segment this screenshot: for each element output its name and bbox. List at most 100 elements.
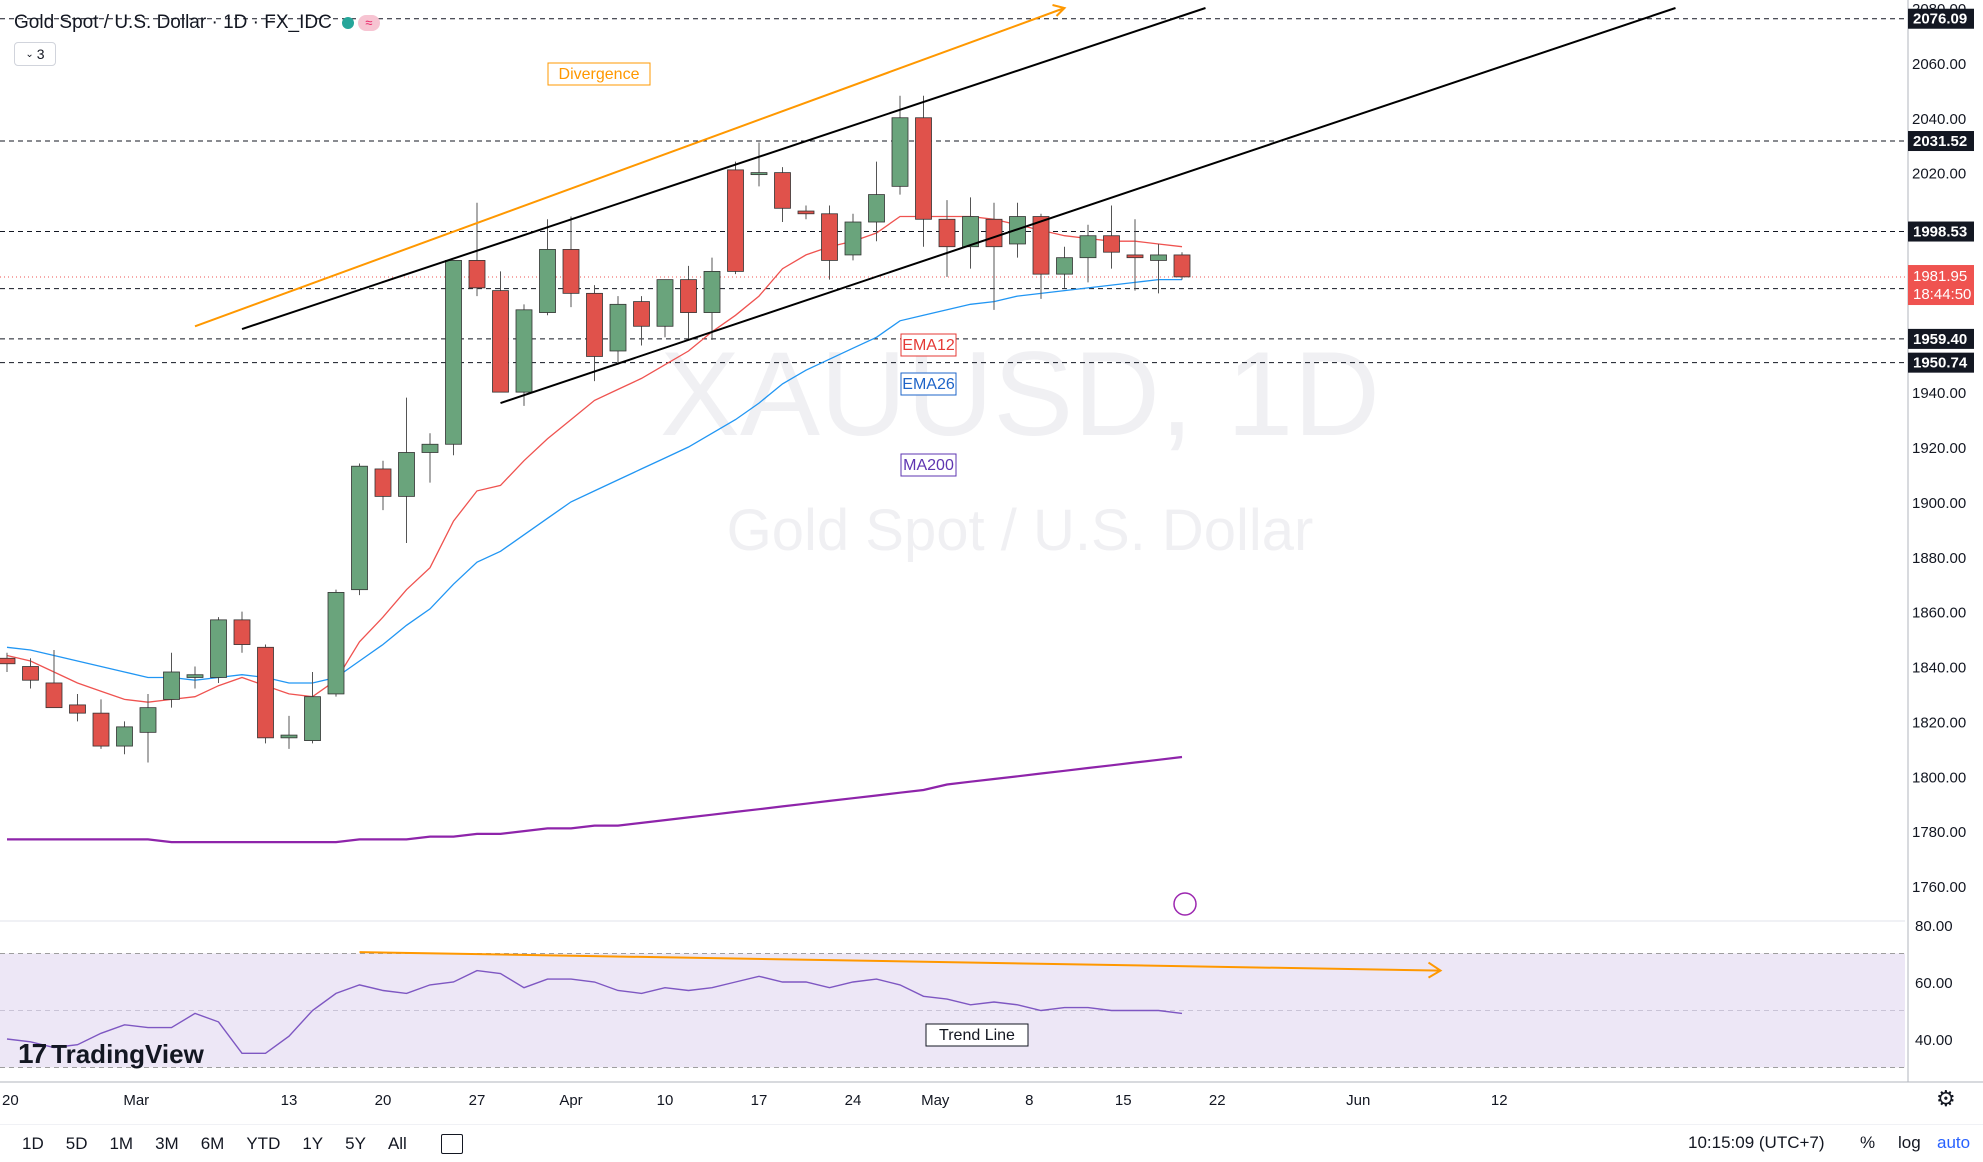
timeframe-1m[interactable]: 1M [109, 1133, 134, 1153]
time-tick-label: 8 [1025, 1092, 1033, 1109]
candle-body[interactable] [633, 301, 650, 327]
candle-body[interactable] [609, 303, 627, 352]
candle-body[interactable] [468, 260, 486, 289]
rsi-tick-label: 40.00 [1915, 1032, 1953, 1049]
flash-icon[interactable] [1173, 892, 1197, 916]
price-level-tag-label: 1950.74 [1913, 355, 1968, 372]
candle-body[interactable] [844, 221, 862, 256]
candle-body[interactable] [562, 249, 580, 294]
ma200-line [7, 755, 1183, 844]
candle-body[interactable] [1173, 254, 1191, 278]
candle-body[interactable] [656, 279, 674, 327]
candle-body[interactable] [515, 309, 533, 393]
price-tick-label: 1880.00 [1912, 550, 1966, 567]
candle-body[interactable] [1079, 235, 1097, 259]
candle-body[interactable] [374, 468, 392, 497]
candle-body[interactable] [938, 218, 956, 248]
candle-body[interactable] [539, 249, 556, 313]
time-tick-label: 17 [751, 1092, 768, 1109]
timeframe-6m[interactable]: 6M [200, 1133, 225, 1153]
candle-body[interactable] [186, 674, 204, 678]
time-tick-label: 15 [1115, 1092, 1132, 1109]
symbol-header[interactable]: Gold Spot / U.S. Dollar · 1D · FX_IDC ≈ [14, 12, 380, 34]
time-tick-label: Mar [123, 1092, 149, 1109]
candle-body[interactable] [280, 734, 298, 739]
candle-body[interactable] [1126, 254, 1144, 259]
auto-scale-toggle[interactable]: auto [1937, 1133, 1971, 1152]
candle-body[interactable] [727, 169, 744, 272]
candle-body[interactable] [0, 657, 16, 665]
timeframe-3m[interactable]: 3M [155, 1133, 179, 1153]
candle-body[interactable] [327, 592, 345, 695]
divergence-label: Divergence [559, 66, 640, 83]
candle-body[interactable] [421, 443, 439, 453]
log-scale-toggle[interactable]: log [1898, 1133, 1921, 1152]
timeframe-1d[interactable]: 1D [22, 1133, 44, 1153]
candle-body[interactable] [445, 260, 462, 445]
ema26-label: EMA26 [902, 376, 955, 393]
candle-body[interactable] [868, 194, 885, 223]
ma200-label: MA200 [903, 457, 954, 474]
candle-body[interactable] [680, 279, 697, 313]
price-tick-label: 1860.00 [1912, 605, 1966, 622]
candle-body[interactable] [116, 726, 133, 747]
candle-body[interactable] [210, 619, 227, 678]
rsi-tick-label: 60.00 [1915, 975, 1953, 992]
candle-body[interactable] [703, 270, 721, 313]
candle-body[interactable] [821, 213, 838, 261]
candle-body[interactable] [985, 218, 1003, 248]
timeframe-5y[interactable]: 5Y [345, 1133, 366, 1153]
candle-body[interactable] [257, 646, 274, 739]
candle-body[interactable] [774, 172, 791, 209]
timeframe-bar: 1D 5D 1M 3M 6M YTD 1Y 5Y All [0, 1125, 1983, 1162]
divergence-trendline[interactable] [194, 7, 1065, 328]
candle-body[interactable] [750, 172, 768, 176]
timeframe-5d[interactable]: 5D [65, 1133, 88, 1153]
candle-body[interactable] [398, 452, 415, 497]
price-tick-label: 1900.00 [1912, 495, 1966, 512]
last-price-label: 1981.95 [1913, 268, 1967, 285]
candle-body[interactable] [797, 210, 815, 215]
candle-body[interactable] [915, 117, 932, 220]
timeframe-all[interactable]: All [387, 1133, 407, 1153]
tv-logo-icon: 17 [18, 1038, 47, 1069]
price-level-tag [1908, 221, 1974, 242]
candle-body[interactable] [891, 117, 909, 187]
indicator-count: 3 [36, 46, 45, 62]
settings-gear-icon[interactable]: ⚙ [1936, 1086, 1956, 1111]
tradingview-logo[interactable]: 17 TradingView [18, 1038, 204, 1070]
channel-lower-line[interactable] [500, 7, 1676, 405]
calendar-goto-icon[interactable] [440, 1133, 463, 1154]
clock-timezone[interactable]: 10:15:09 (UTC+7) [1688, 1133, 1825, 1152]
candle-body[interactable] [69, 704, 86, 714]
candle-body[interactable] [492, 290, 509, 393]
rsi-band [0, 953, 1905, 1068]
candle-body[interactable] [139, 707, 157, 733]
candle-body[interactable] [304, 696, 321, 741]
candle-body[interactable] [1032, 216, 1050, 275]
timeframe-1y[interactable]: 1Y [302, 1133, 324, 1153]
rsi-trendline[interactable] [359, 951, 1441, 972]
candle-body[interactable] [1056, 257, 1073, 275]
candle-body[interactable] [22, 666, 39, 681]
candle-body[interactable] [163, 671, 180, 700]
channel-upper-line[interactable] [241, 7, 1206, 330]
candle-body[interactable] [233, 619, 251, 645]
candle-body[interactable] [45, 682, 63, 709]
candle-body[interactable] [92, 712, 110, 747]
timeframe-ytd[interactable]: YTD [246, 1133, 281, 1153]
time-tick-label: 22 [1209, 1092, 1226, 1109]
price-chart[interactable]: XAUUSD, 1D Gold Spot / U.S. Dollar Diverge… [0, 0, 1983, 1125]
candle-body[interactable] [1150, 254, 1167, 261]
candle-body[interactable] [962, 216, 979, 248]
percent-scale-toggle[interactable]: % [1860, 1133, 1876, 1152]
candle-body[interactable] [351, 465, 368, 591]
price-tick-label: 1780.00 [1912, 824, 1966, 841]
symbol-title[interactable]: Gold Spot / U.S. Dollar · 1D · FX_IDC [14, 12, 332, 33]
divergence-arrow-icon [1052, 4, 1067, 17]
ma200-label-box [900, 453, 957, 477]
candle-body[interactable] [586, 292, 603, 357]
candle-body[interactable] [1103, 235, 1120, 253]
hide-indicators-button[interactable]: ⌄ 3 [14, 42, 56, 66]
time-tick-label: 20 [2, 1092, 19, 1109]
